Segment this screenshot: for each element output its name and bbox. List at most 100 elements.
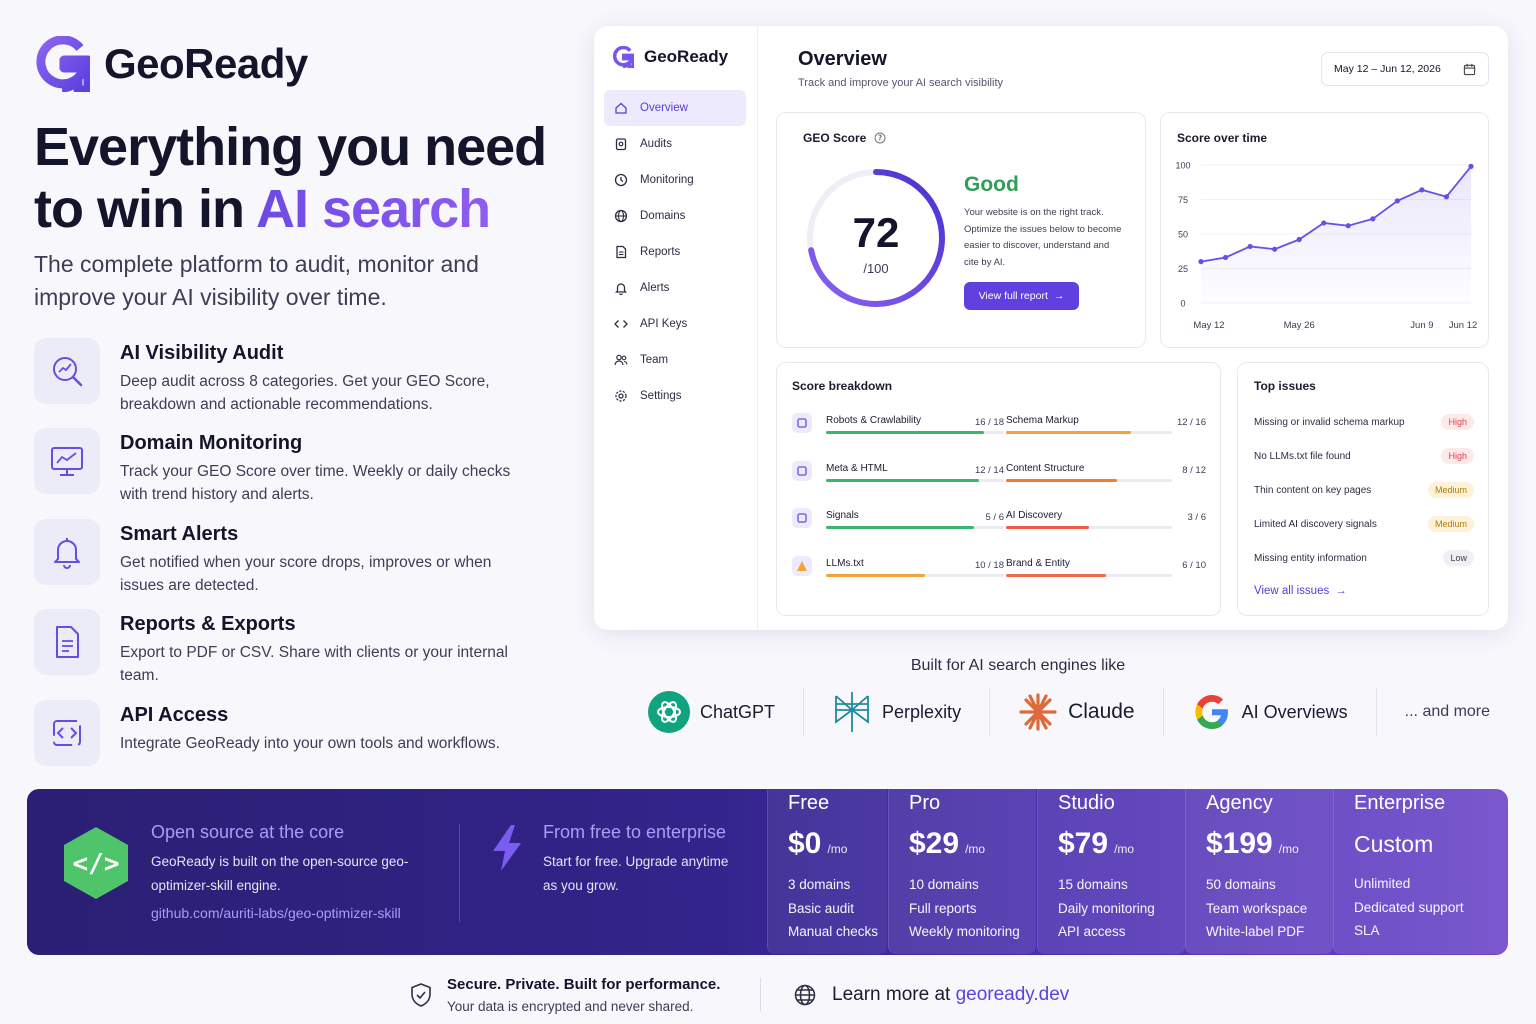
score-value: 72 (852, 209, 900, 256)
severity-badge: Medium (1427, 516, 1474, 532)
category-icon (792, 556, 812, 576)
breakdown-name: Meta & HTML (826, 463, 888, 474)
breakdown-row: LLMs.txt 10 / 18 (792, 556, 1004, 588)
chart-point (1198, 259, 1204, 265)
breakdown-track (1006, 479, 1172, 482)
plan-agency[interactable]: Agency $199/mo 50 domains Team workspace Whi… (1185, 776, 1333, 954)
view-full-report-button[interactable]: View full report → (964, 282, 1079, 310)
breakdown-track (1006, 574, 1172, 577)
engine-ai-overviews: AI Overviews (1164, 688, 1377, 736)
learn-more: Learn more at geoready.dev (832, 984, 1069, 1006)
breakdown-row: Robots & Crawlability 16 / 18 (792, 413, 1004, 445)
plan-price-value: $199 (1206, 827, 1273, 860)
breakdown-fill (1006, 526, 1089, 529)
nav-item-label: API Keys (640, 318, 688, 330)
chart-area (1201, 166, 1471, 303)
nav-item-label: Team (640, 354, 669, 366)
nav-item-settings[interactable]: Settings (604, 378, 746, 414)
plan-pro[interactable]: Pro $29/mo 10 domains Full reports Weekly mo… (888, 776, 1036, 954)
plan-feature: 10 domains (909, 877, 979, 892)
severity-badge: High (1441, 448, 1474, 464)
lightning-icon (493, 825, 521, 871)
chart-point (1394, 198, 1400, 204)
breakdown-score: 3 / 6 (1187, 512, 1207, 523)
breakdown-fill (1006, 479, 1117, 482)
globe-icon (614, 209, 628, 223)
monitor-chart-icon (51, 447, 83, 476)
date-range-text: May 12 – Jun 12, 2026 (1334, 63, 1441, 75)
nav-item-overview[interactable]: Overview (604, 90, 746, 126)
feature-icon-box (34, 700, 100, 766)
nav-item-domains[interactable]: Domains (604, 198, 746, 234)
breakdown-track (826, 431, 1004, 434)
issue-row[interactable]: No LLMs.txt file found High (1254, 445, 1474, 467)
plan-feature: SLA (1354, 923, 1380, 938)
plan-price-value: Custom (1354, 831, 1434, 857)
plan-feature: Weekly monitoring (909, 924, 1020, 939)
feature-item: Domain Monitoring Track your GEO Score ov… (34, 428, 534, 506)
plan-price: $0/mo (788, 827, 887, 861)
plan-free[interactable]: Free $0/mo 3 domains Basic audit Manual chec… (767, 776, 887, 954)
breakdown-row: Content Structure 8 / 12 (1006, 463, 1206, 493)
issue-row[interactable]: Missing entity information Low (1254, 547, 1474, 569)
hero-line-2: to win in AI search (34, 178, 574, 240)
nav-item-team[interactable]: Team (604, 342, 746, 378)
nav-item-api-keys[interactable]: API Keys (604, 306, 746, 342)
engines-more: ... and more (1404, 703, 1491, 720)
date-range-picker[interactable]: May 12 – Jun 12, 2026 (1321, 52, 1489, 86)
chart-point (1272, 246, 1278, 252)
plan-features: Unlimited Dedicated support SLA (1354, 872, 1508, 943)
feature-item: API Access Integrate GeoReady into your o… (34, 700, 534, 766)
gear-icon (615, 390, 627, 402)
top-issues-card: Top issues View all issues → Missing or i… (1237, 362, 1489, 616)
engine-name: Perplexity (882, 701, 962, 722)
breakdown-track (826, 574, 1004, 577)
arrow-right-icon: → (1053, 290, 1065, 302)
y-tick-label: 100 (1175, 161, 1190, 171)
breakdown-fill (826, 431, 985, 434)
breakdown-score: 12 / 14 (974, 465, 1004, 476)
category-glyph-icon (797, 561, 807, 571)
feature-text: AI Visibility Audit Deep audit across 8 c… (120, 338, 534, 416)
plan-feature: 3 domains (788, 877, 851, 892)
brand-logo: GeoReady (34, 36, 308, 92)
score-gauge (807, 169, 945, 307)
issue-row[interactable]: Missing or invalid schema markup High (1254, 411, 1474, 433)
plan-studio[interactable]: Studio $79/mo 15 domains Daily monitoring AP… (1037, 776, 1185, 954)
breakdown-name: Content Structure (1006, 463, 1085, 474)
issue-text: Thin content on key pages (1254, 484, 1372, 496)
nav-item-label: Reports (640, 246, 681, 258)
help-icon[interactable]: ? (874, 132, 886, 144)
nav-item-audits[interactable]: Audits (604, 126, 746, 162)
plan-name: Enterprise (1354, 792, 1446, 814)
oss-title-rest: at the core (254, 822, 345, 842)
view-all-issues-link[interactable]: View all issues → (1254, 585, 1347, 597)
plan-feature: 15 domains (1058, 877, 1128, 892)
page-title: Overview (798, 48, 887, 70)
severity-badge: High (1441, 414, 1474, 430)
breakdown-score: 16 / 18 (974, 417, 1004, 428)
code-icon (614, 320, 628, 328)
nav-item-monitoring[interactable]: Monitoring (604, 162, 746, 198)
plan-enterprise[interactable]: Enterprise Custom Unlimited Dedicated suppo… (1333, 776, 1508, 954)
nav-item-label: Settings (640, 390, 682, 402)
nav-item-reports[interactable]: Reports (604, 234, 746, 270)
issue-row[interactable]: Thin content on key pages Medium (1254, 479, 1474, 501)
github-link[interactable]: github.com/auriti-labs/geo-optimizer-ski… (151, 905, 401, 921)
y-tick-label: 0 (1180, 299, 1185, 309)
nav-item-alerts[interactable]: Alerts (604, 270, 746, 306)
claude-icon (1019, 693, 1057, 731)
hero-accent: AI search (255, 179, 491, 239)
issue-row[interactable]: Limited AI discovery signals Medium (1254, 513, 1474, 535)
website-link[interactable]: geoready.dev (955, 984, 1070, 1005)
issue-text: Missing or invalid schema markup (1254, 416, 1405, 428)
score-gauge-arc (807, 169, 945, 307)
plan-price-period: /mo (827, 842, 848, 856)
plan-features: 50 domains Team workspace White-label PDF (1206, 873, 1333, 944)
severity-badge: Medium (1427, 482, 1474, 498)
breakdown-track (826, 526, 1004, 529)
engine-claude: Claude (990, 688, 1164, 736)
feature-title: Reports & Exports (120, 613, 296, 635)
breakdown-track (1006, 431, 1172, 434)
chart-point (1222, 254, 1229, 261)
